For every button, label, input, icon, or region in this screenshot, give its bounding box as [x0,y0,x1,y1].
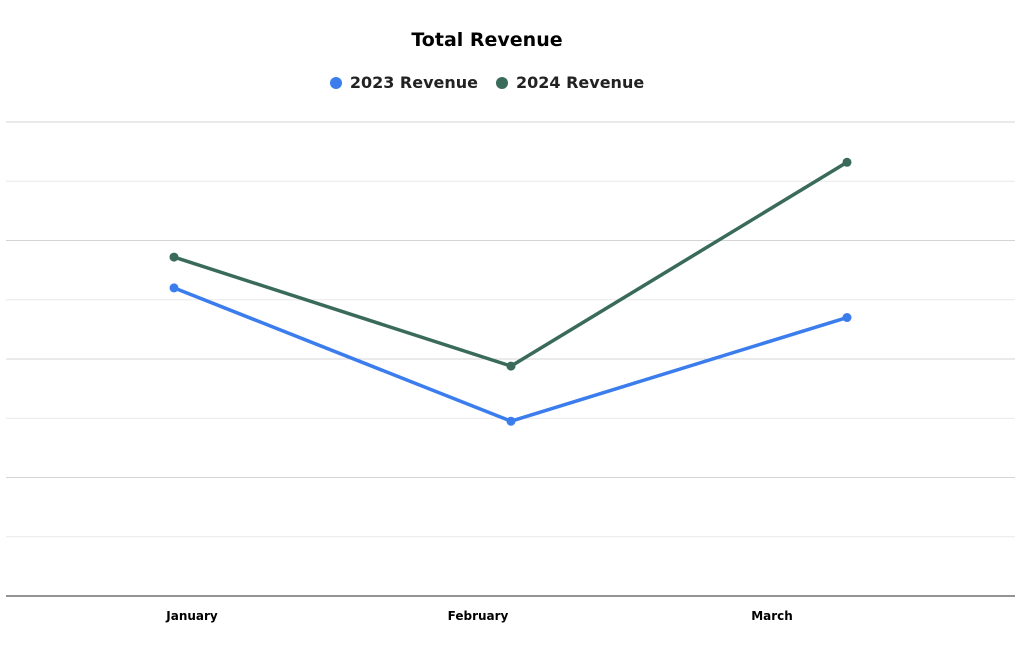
legend-label-2023: 2023 Revenue [349,73,478,92]
legend-item-2023[interactable]: 2023 Revenue [329,73,478,92]
legend: 2023 Revenue 2024 Revenue [0,73,974,92]
x-tick-label: March [751,609,793,623]
legend-item-2024[interactable]: 2024 Revenue [496,73,644,92]
legend-marker-2024 [496,76,508,89]
data-point-2024-march [842,157,852,167]
chart-title: Total Revenue [411,29,563,51]
data-point-2023-march [842,313,852,323]
legend-marker-2023 [329,76,342,89]
data-point-2024-january [169,252,179,262]
x-tick-label: January [165,609,218,623]
legend-label-2024: 2024 Revenue [516,73,645,92]
series-line-2024 [173,160,848,368]
data-point-2023-january [169,283,179,293]
series-line-2023 [173,286,848,423]
data-point-2023-february [506,416,516,426]
data-point-2024-february [506,361,516,371]
x-tick-label: February [448,609,509,623]
